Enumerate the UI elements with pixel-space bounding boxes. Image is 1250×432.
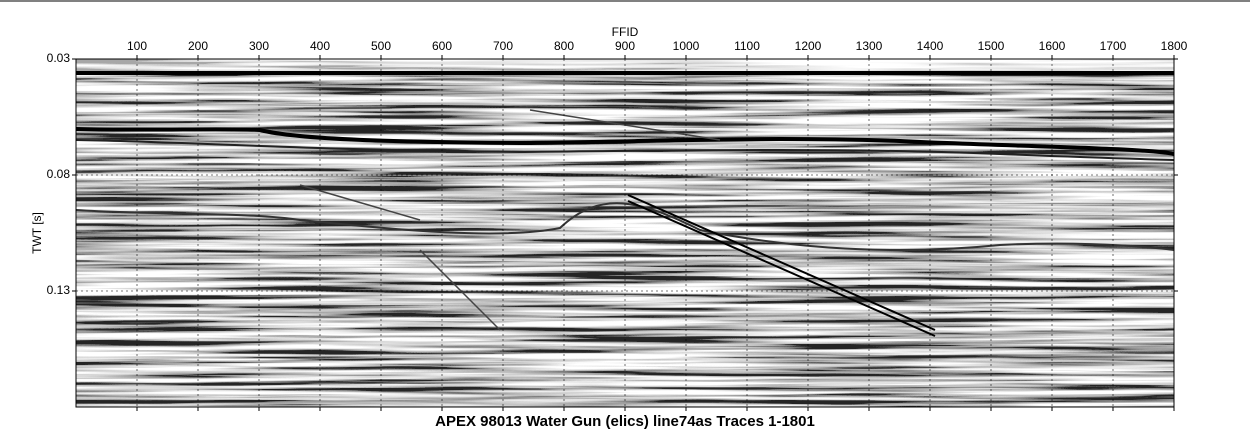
x-tick-label: 800: [554, 39, 574, 53]
x-tick-label: 900: [615, 39, 635, 53]
x-tick-label: 1700: [1100, 39, 1127, 53]
chart-title: APEX 98013 Water Gun (elics) line74as Tr…: [435, 413, 815, 430]
reflector: [76, 202, 1174, 251]
x-tick-label: 100: [127, 39, 147, 53]
x-tick-label: 500: [371, 39, 391, 53]
diffraction: [627, 200, 936, 337]
reflector: [76, 139, 1174, 161]
x-tick-label: 1100: [734, 39, 760, 53]
x-tick-label: 1000: [673, 39, 700, 53]
x-tick-label: 1600: [1039, 39, 1066, 53]
x-tick-label: 700: [493, 39, 513, 53]
x-tick-label: 200: [188, 39, 208, 53]
x-tick-label: 1200: [795, 39, 822, 53]
y-axis-label: TWT [s]: [30, 212, 44, 254]
x-tick-label: 1300: [856, 39, 883, 53]
x-tick-label: 300: [249, 39, 269, 53]
x-tick-label: 1400: [917, 39, 944, 53]
x-tick-label: 400: [310, 39, 330, 53]
x-tick-label: 1800: [1161, 39, 1188, 53]
reflector: [76, 127, 1174, 156]
diffraction: [627, 194, 936, 331]
x-tick-label: 600: [432, 39, 452, 53]
y-tick-label: 0.08: [47, 167, 71, 181]
x-axis-label: FFID: [612, 25, 639, 39]
y-tick-label: 0.13: [47, 283, 71, 297]
y-tick-label: 0.03: [47, 51, 71, 65]
x-tick-label: 1500: [978, 39, 1005, 53]
diffraction: [419, 249, 501, 331]
